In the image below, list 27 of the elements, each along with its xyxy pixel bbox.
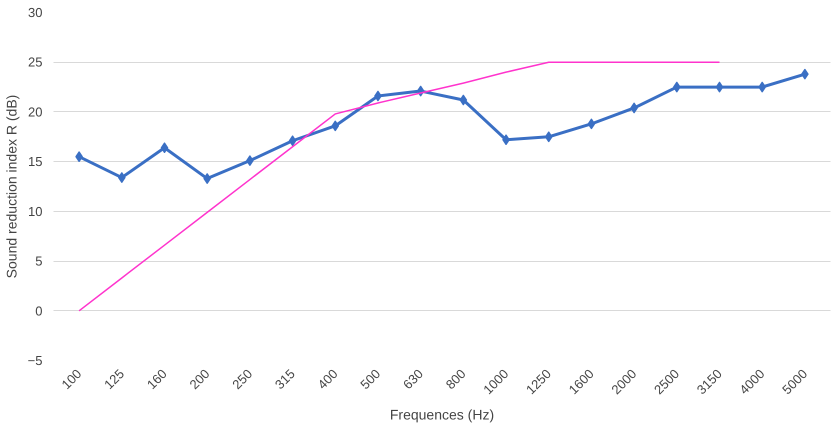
- point: [672, 82, 681, 93]
- x-tick-label: 800: [442, 366, 469, 392]
- x-tick-label: 250: [229, 366, 256, 392]
- y-tick-label: 0: [35, 303, 43, 318]
- x-axis-title: Frequences (Hz): [390, 406, 494, 422]
- y-tick-label: 15: [28, 154, 43, 170]
- point: [118, 172, 126, 184]
- x-tick-label: 630: [400, 366, 426, 392]
- y-tick-label: −5: [28, 353, 43, 368]
- y-tick-label: 20: [28, 104, 43, 120]
- y-axis-title: Sound reduction index R (dB): [4, 94, 20, 278]
- x-tick-label: 315: [272, 366, 298, 392]
- x-tick-label: 500: [357, 366, 384, 392]
- point: [331, 120, 340, 132]
- y-tick-label: 5: [35, 254, 43, 269]
- point: [544, 131, 553, 142]
- line-series: [78, 61, 720, 312]
- y-tick-label: 30: [28, 5, 43, 20]
- x-tick-label: 160: [144, 366, 170, 392]
- x-tick-label: 125: [101, 366, 128, 392]
- x-tick-label: 400: [314, 366, 341, 392]
- y-tick-label: 10: [28, 204, 43, 219]
- y-tick-label: 25: [28, 54, 43, 70]
- point: [758, 82, 766, 93]
- x-tick-label: 200: [186, 366, 213, 392]
- point: [203, 173, 212, 184]
- x-tick-label: 100: [58, 366, 84, 392]
